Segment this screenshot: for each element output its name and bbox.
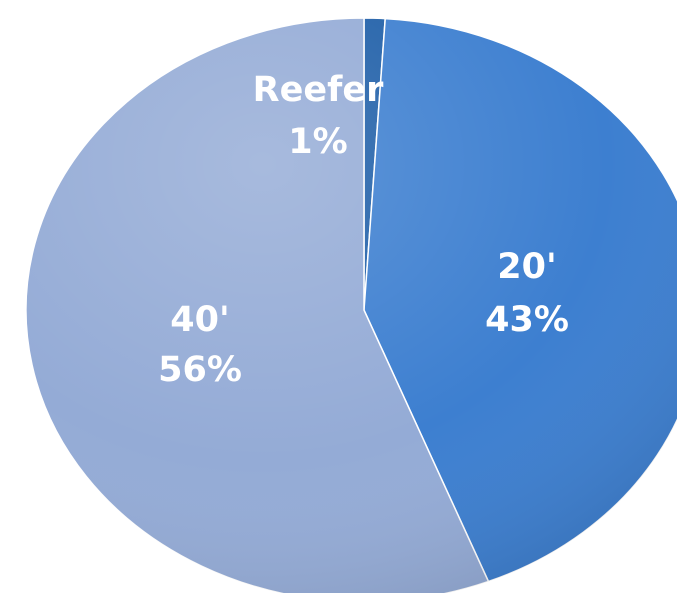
slice-label-20ft: 20' <box>497 247 556 287</box>
slice-pct-reefer: 1% <box>288 122 347 162</box>
slice-pct-20ft: 43% <box>485 300 569 340</box>
slice-label-reefer: Reefer <box>253 70 384 110</box>
slice-pct-40ft: 56% <box>158 350 242 390</box>
slice-label-40ft: 40' <box>170 300 229 340</box>
